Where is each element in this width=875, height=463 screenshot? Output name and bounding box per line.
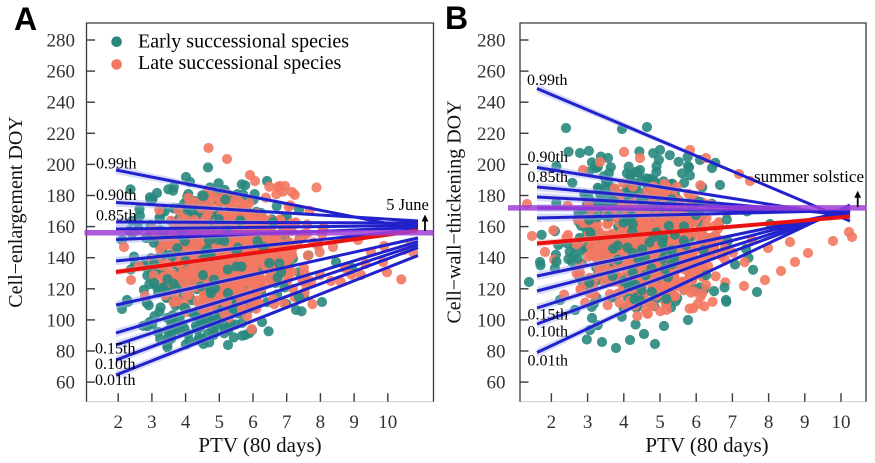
svg-text:5 June: 5 June <box>386 195 429 214</box>
svg-text:7: 7 <box>282 412 292 433</box>
svg-text:7: 7 <box>728 412 738 433</box>
svg-text:180: 180 <box>47 186 76 207</box>
svg-text:0.99th: 0.99th <box>527 72 567 89</box>
svg-text:3: 3 <box>147 412 157 433</box>
svg-text:2: 2 <box>547 412 557 433</box>
svg-text:8: 8 <box>764 412 774 433</box>
svg-text:260: 260 <box>47 62 76 83</box>
svg-text:200: 200 <box>47 155 76 176</box>
svg-text:2: 2 <box>113 412 123 433</box>
svg-text:0.15th: 0.15th <box>95 341 135 358</box>
svg-text:8: 8 <box>316 412 326 433</box>
svg-text:0.01th: 0.01th <box>95 372 135 389</box>
svg-text:Cell−enlargement DOY: Cell−enlargement DOY <box>5 116 27 307</box>
svg-text:280: 280 <box>477 31 506 52</box>
svg-text:6: 6 <box>691 412 701 433</box>
svg-text:0.90th: 0.90th <box>528 149 568 166</box>
svg-text:9: 9 <box>800 412 810 433</box>
svg-text:260: 260 <box>477 62 506 83</box>
svg-text:280: 280 <box>47 31 76 52</box>
svg-text:80: 80 <box>487 342 506 363</box>
svg-text:0.90th: 0.90th <box>96 187 136 204</box>
svg-text:180: 180 <box>477 186 506 207</box>
svg-text:160: 160 <box>47 217 76 238</box>
svg-text:120: 120 <box>47 279 76 300</box>
svg-text:0.10th: 0.10th <box>528 324 568 341</box>
svg-text:0.85th: 0.85th <box>528 169 568 186</box>
svg-text:3: 3 <box>583 412 593 433</box>
svg-text:Cell−wall−thickening DOY: Cell−wall−thickening DOY <box>444 100 466 323</box>
svg-text:200: 200 <box>477 155 506 176</box>
svg-text:120: 120 <box>477 279 506 300</box>
svg-text:80: 80 <box>56 342 75 363</box>
svg-text:220: 220 <box>47 124 76 145</box>
svg-text:Early successional species: Early successional species <box>138 31 349 53</box>
svg-text:PTV (80 days): PTV (80 days) <box>645 433 768 457</box>
svg-text:B: B <box>445 0 468 36</box>
svg-text:A: A <box>14 1 37 37</box>
svg-text:160: 160 <box>477 217 506 238</box>
svg-text:100: 100 <box>477 310 506 331</box>
svg-text:5: 5 <box>655 412 665 433</box>
svg-text:4: 4 <box>619 412 629 433</box>
svg-text:60: 60 <box>487 373 506 394</box>
svg-text:6: 6 <box>248 412 258 433</box>
svg-text:100: 100 <box>47 310 76 331</box>
svg-text:0.85th: 0.85th <box>96 208 136 225</box>
svg-text:0.15th: 0.15th <box>528 307 568 324</box>
svg-text:140: 140 <box>477 248 506 269</box>
svg-text:Late successional species: Late successional species <box>138 52 341 74</box>
svg-text:0.10th: 0.10th <box>95 356 135 373</box>
svg-text:PTV (80 days): PTV (80 days) <box>198 433 321 457</box>
svg-text:5: 5 <box>215 412 225 433</box>
svg-text:10: 10 <box>378 412 397 433</box>
svg-text:240: 240 <box>47 93 76 114</box>
svg-text:0.01th: 0.01th <box>528 353 568 370</box>
svg-text:0.99th: 0.99th <box>96 156 136 173</box>
svg-text:4: 4 <box>181 412 191 433</box>
svg-text:10: 10 <box>832 412 851 433</box>
svg-text:9: 9 <box>349 412 359 433</box>
svg-text:240: 240 <box>477 93 506 114</box>
svg-text:220: 220 <box>477 124 506 145</box>
svg-text:summer solstice: summer solstice <box>754 167 864 186</box>
svg-text:140: 140 <box>47 248 76 269</box>
svg-text:60: 60 <box>56 373 75 394</box>
